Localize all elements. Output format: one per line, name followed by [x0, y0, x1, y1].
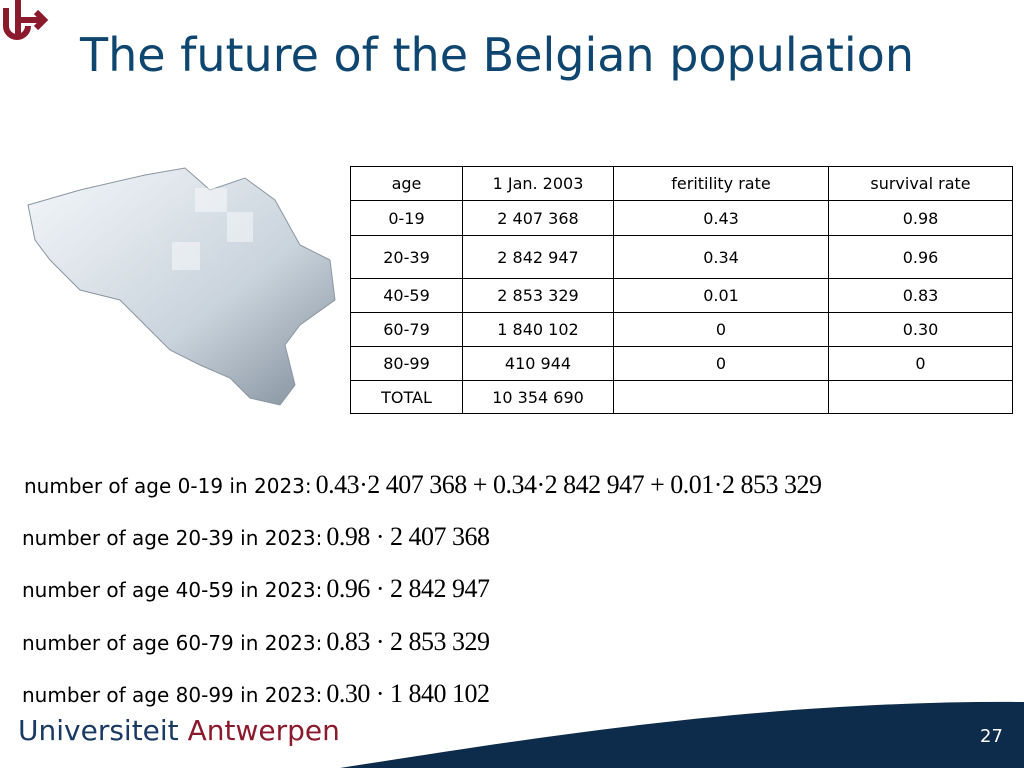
- empty-cell: [613, 380, 829, 414]
- table-cell: 0.98: [828, 200, 1013, 236]
- title: The future of the Belgian population: [80, 28, 914, 82]
- table-cell: 0.96: [828, 235, 1013, 279]
- equation-formula: 0.30 · 1 840 102: [326, 679, 490, 708]
- institution-second: Antwerpen: [187, 714, 340, 747]
- table-cell: 2 853 329: [462, 278, 614, 313]
- table-cell: 0.43: [613, 200, 829, 236]
- table-cell: 40-59: [350, 278, 463, 313]
- population-table: age 1 Jan. 2003 feritility rate survival ra…: [350, 166, 1013, 414]
- column-header: 1 Jan. 2003: [462, 166, 614, 201]
- institution: Universiteit Antwerpen: [18, 714, 340, 747]
- equation: number of age 20-39 in 2023: 0.98 · 2 407…: [22, 522, 490, 552]
- equation-formula: 0.83 · 2 853 329: [326, 627, 490, 656]
- table-row: 0-19 2 407 368 0.43 0.98: [350, 200, 1013, 236]
- table-cell: 10 354 690: [462, 380, 614, 414]
- table-cell: 0-19: [350, 200, 463, 236]
- table-row: 20-39 2 842 947 0.34 0.96: [350, 235, 1013, 279]
- logo: [3, 0, 49, 40]
- equation: number of age 40-59 in 2023: 0.96 · 2 842…: [22, 574, 490, 604]
- page-number: 27: [980, 726, 1003, 747]
- table-cell: 0: [613, 346, 829, 381]
- equation-label: number of age 80-99 in 2023:: [22, 683, 323, 707]
- table-row: 40-59 2 853 329 0.01 0.83: [350, 278, 1013, 313]
- equation-label: number of age 60-79 in 2023:: [22, 631, 323, 655]
- equation-label: number of age 40-59 in 2023:: [22, 578, 323, 602]
- table-row: TOTAL 10 354 690: [350, 380, 1013, 414]
- table-cell: 0.30: [828, 312, 1013, 347]
- table-cell: 0.83: [828, 278, 1013, 313]
- map-squares: [172, 188, 253, 270]
- column-header: survival rate: [828, 166, 1013, 201]
- table-cell: TOTAL: [350, 380, 463, 414]
- header-row: age 1 Jan. 2003 feritility rate survival ra…: [350, 166, 1013, 201]
- table-cell: 0: [613, 312, 829, 347]
- table-cell: 60-79: [350, 312, 463, 347]
- table-cell: 2 842 947: [462, 235, 614, 279]
- table-cell: 0.01: [613, 278, 829, 313]
- equation: number of age 0-19 in 2023: 0.43·2 407 36…: [24, 470, 822, 500]
- equation-formula: 0.98 · 2 407 368: [326, 522, 490, 551]
- table-cell: 80-99: [350, 346, 463, 381]
- table-row: 60-79 1 840 102 0 0.30: [350, 312, 1013, 347]
- footer-wave: [340, 701, 1024, 768]
- table-cell: 20-39: [350, 235, 463, 279]
- table-cell: 0: [828, 346, 1013, 381]
- equation-label: number of age 0-19 in 2023:: [24, 474, 312, 498]
- column-header: age: [350, 166, 463, 201]
- belgium-map: [27, 167, 336, 406]
- institution-first: Universiteit: [18, 714, 179, 747]
- equation-label: number of age 20-39 in 2023:: [22, 526, 323, 550]
- column-header: feritility rate: [613, 166, 829, 201]
- table-cell: 1 840 102: [462, 312, 614, 347]
- equation: number of age 80-99 in 2023: 0.30 · 1 840…: [22, 679, 490, 709]
- table-cell: 410 944: [462, 346, 614, 381]
- table-row: 80-99 410 944 0 0: [350, 346, 1013, 381]
- equation-formula: 0.43·2 407 368 + 0.34·2 842 947 + 0.01·2…: [315, 470, 822, 499]
- equation-formula: 0.96 · 2 842 947: [326, 574, 490, 603]
- table-cell: 2 407 368: [462, 200, 614, 236]
- empty-cell: [828, 380, 1013, 414]
- equation: number of age 60-79 in 2023: 0.83 · 2 853…: [22, 627, 490, 657]
- table-cell: 0.34: [613, 235, 829, 279]
